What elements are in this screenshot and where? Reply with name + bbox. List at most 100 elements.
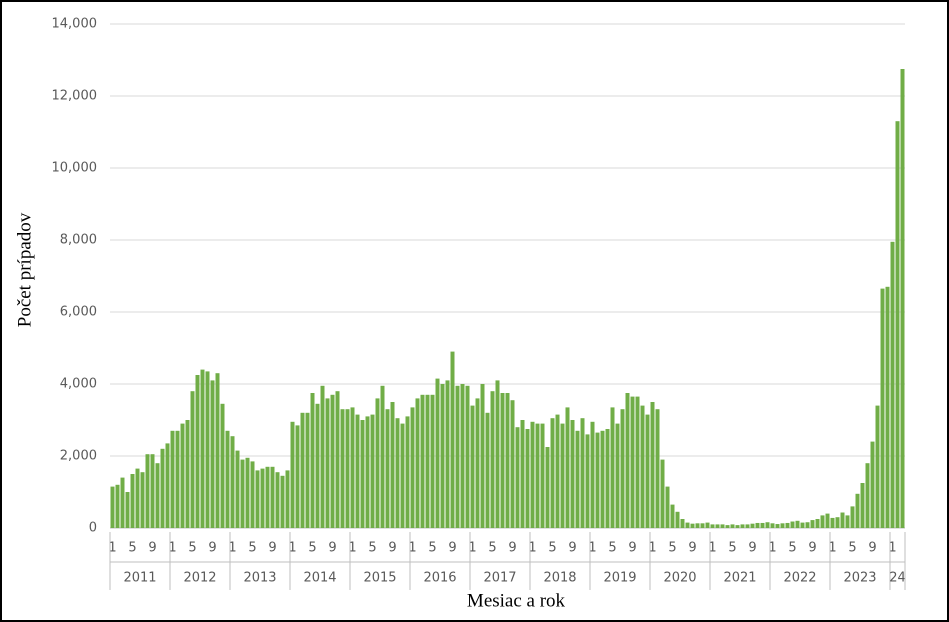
bar bbox=[245, 457, 250, 528]
bar bbox=[330, 394, 335, 528]
bar bbox=[110, 486, 115, 528]
bar bbox=[720, 524, 725, 528]
bar bbox=[690, 523, 695, 528]
x-tick-label: 5 bbox=[428, 541, 436, 556]
bar bbox=[835, 517, 840, 528]
bar bbox=[295, 425, 300, 528]
bar bbox=[390, 402, 395, 528]
year-label: 2011 bbox=[123, 571, 156, 586]
bar bbox=[145, 454, 150, 528]
x-tick-label: 9 bbox=[328, 541, 336, 556]
x-tick-label: 9 bbox=[268, 541, 276, 556]
bar bbox=[165, 443, 170, 528]
bar bbox=[605, 429, 610, 528]
bar bbox=[875, 405, 880, 528]
y-tick-label: 2,000 bbox=[60, 449, 97, 464]
y-tick-label: 0 bbox=[89, 521, 97, 536]
x-tick-label: 5 bbox=[488, 541, 496, 556]
bar bbox=[485, 412, 490, 528]
bar bbox=[150, 454, 155, 528]
x-tick-label: 1 bbox=[408, 541, 416, 556]
bar bbox=[785, 522, 790, 528]
bar bbox=[175, 430, 180, 528]
bar bbox=[115, 484, 120, 528]
bar bbox=[650, 402, 655, 528]
y-tick-label: 10,000 bbox=[52, 161, 98, 176]
x-tick-label: 5 bbox=[848, 541, 856, 556]
year-label: 2020 bbox=[663, 571, 696, 586]
bar bbox=[365, 416, 370, 528]
bar bbox=[670, 504, 675, 528]
bar bbox=[725, 525, 730, 528]
x-tick-label: 1 bbox=[888, 541, 896, 556]
x-tick-label: 1 bbox=[708, 541, 716, 556]
x-tick-label: 5 bbox=[548, 541, 556, 556]
bar bbox=[825, 513, 830, 528]
bar bbox=[745, 524, 750, 528]
bar bbox=[490, 391, 495, 528]
bar bbox=[555, 414, 560, 528]
bar bbox=[195, 375, 200, 528]
bar bbox=[660, 459, 665, 528]
bar bbox=[540, 423, 545, 528]
bar bbox=[615, 423, 620, 528]
bar bbox=[715, 524, 720, 528]
x-tick-label: 9 bbox=[568, 541, 576, 556]
year-label: 2023 bbox=[843, 571, 876, 586]
year-label: 2018 bbox=[543, 571, 576, 586]
bar bbox=[755, 522, 760, 528]
bar bbox=[235, 450, 240, 528]
x-tick-label: 1 bbox=[588, 541, 596, 556]
bar bbox=[170, 430, 175, 528]
x-tick-label: 9 bbox=[688, 541, 696, 556]
x-tick-label: 9 bbox=[808, 541, 816, 556]
x-tick-label: 1 bbox=[828, 541, 836, 556]
bar bbox=[395, 418, 400, 528]
bar bbox=[610, 407, 615, 528]
bar bbox=[460, 384, 465, 528]
bar bbox=[455, 385, 460, 528]
x-tick-label: 5 bbox=[188, 541, 196, 556]
x-tick-label: 1 bbox=[348, 541, 356, 556]
x-tick-label: 5 bbox=[608, 541, 616, 556]
bar bbox=[530, 421, 535, 528]
y-axis-label: Počet prípadov bbox=[14, 212, 35, 327]
bar bbox=[710, 524, 715, 528]
bar bbox=[370, 414, 375, 528]
bar bbox=[570, 420, 575, 528]
bar bbox=[885, 286, 890, 528]
bar bbox=[475, 398, 480, 528]
bar bbox=[510, 400, 515, 528]
x-tick-label: 9 bbox=[208, 541, 216, 556]
bar bbox=[275, 472, 280, 528]
bar bbox=[850, 506, 855, 528]
x-tick-label: 5 bbox=[728, 541, 736, 556]
bar bbox=[505, 393, 510, 528]
x-tick-label: 9 bbox=[748, 541, 756, 556]
bar bbox=[325, 398, 330, 528]
bar bbox=[870, 441, 875, 528]
bar bbox=[435, 378, 440, 528]
bar bbox=[535, 423, 540, 528]
bar bbox=[220, 403, 225, 528]
bar bbox=[375, 398, 380, 528]
bar bbox=[675, 511, 680, 528]
y-tick-label: 8,000 bbox=[60, 233, 97, 248]
bar bbox=[810, 520, 815, 528]
x-tick-label: 5 bbox=[368, 541, 376, 556]
bar bbox=[595, 432, 600, 528]
x-tick-label: 9 bbox=[148, 541, 156, 556]
bar bbox=[855, 493, 860, 528]
bar bbox=[320, 385, 325, 528]
bar bbox=[155, 463, 160, 528]
x-tick-label: 1 bbox=[768, 541, 776, 556]
x-tick-label: 9 bbox=[448, 541, 456, 556]
bar bbox=[445, 380, 450, 528]
bar bbox=[250, 461, 255, 528]
bar bbox=[240, 459, 245, 528]
bar bbox=[335, 391, 340, 528]
bar bbox=[160, 448, 165, 528]
bar bbox=[450, 351, 455, 528]
bar bbox=[685, 522, 690, 528]
bar bbox=[740, 524, 745, 528]
